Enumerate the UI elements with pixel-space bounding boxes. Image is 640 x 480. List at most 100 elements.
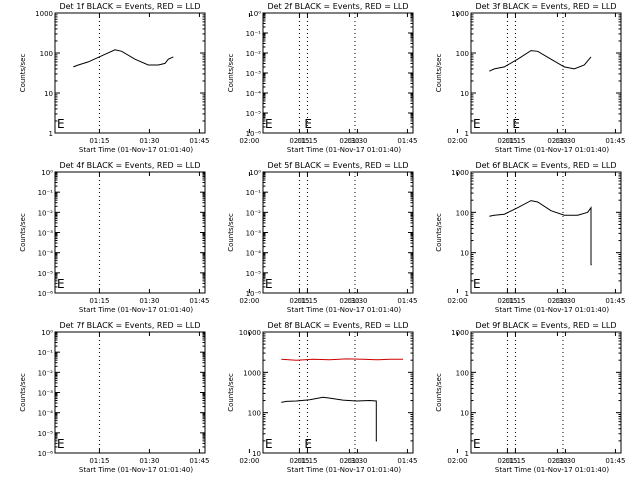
y-tick-label: 10⁻²: [246, 209, 262, 217]
plot-frame: [470, 12, 622, 134]
x-axis-label: Start Time (01-Nov-17 01:01:40): [79, 466, 193, 474]
e-marker: E: [304, 117, 312, 131]
chart-panel-6: Det 6f BLACK = Events, RED = LLD 01:15 01:…: [435, 161, 626, 314]
e-marker: E: [512, 117, 520, 131]
x-tick-label: 02:00: [447, 297, 467, 305]
y-tick-label: 1000: [35, 10, 53, 18]
y-tick-label: 10⁻⁵: [38, 270, 54, 278]
e-marker: E: [57, 117, 65, 131]
y-tick-label: 10: [460, 410, 469, 418]
x-tick-label: 02:30: [339, 457, 359, 465]
series-line-2: [281, 396, 377, 442]
chart-panel-9: Det 9f BLACK = Events, RED = LLD 01:15 01:…: [435, 321, 626, 474]
y-tick-label: 10⁻³: [38, 390, 54, 398]
x-tick-label: 02:00: [447, 137, 467, 145]
x-tick-label: 02:00: [447, 457, 467, 465]
x-tick-label: 01:15: [297, 137, 317, 145]
y-tick-label: 10⁰: [41, 329, 53, 337]
x-tick-label: 01:30: [347, 297, 367, 305]
plot-frame: [262, 331, 414, 454]
x-tick-label: 01:45: [397, 137, 417, 145]
y-axis-label: Counts/sec: [227, 213, 235, 252]
e-marker: E: [265, 117, 273, 131]
chart-title: Det 9f BLACK = Events, RED = LLD: [475, 321, 616, 330]
chart-panel-5: Det 5f BLACK = Events, RED = LLD 01:15 01:…: [227, 161, 568, 314]
plot-frame: [54, 12, 206, 134]
x-tick-label: 02:15: [289, 457, 309, 465]
x-tick-label: 01:30: [555, 457, 575, 465]
x-tick-label: 02:30: [547, 137, 567, 145]
series-line-1: [281, 358, 403, 361]
y-tick-label: 10⁻⁴: [246, 250, 262, 258]
y-tick-label: 1: [465, 290, 469, 298]
plot-frame: [262, 12, 414, 134]
e-marker: E: [265, 277, 273, 291]
x-axis-label: Start Time (01-Nov-17 01:01:40): [495, 146, 609, 154]
series-line-1: [489, 200, 592, 266]
y-tick-label: 10⁻⁴: [246, 90, 262, 98]
y-axis-label: Counts/sec: [435, 54, 443, 93]
y-tick-label: 10⁰: [249, 10, 261, 18]
chart-panel-3: Det 3f BLACK = Events, RED = LLD 01:15 01:…: [435, 2, 626, 154]
x-axis-label: Start Time (01-Nov-17 01:01:40): [79, 146, 193, 154]
plot-frame: [262, 171, 414, 294]
x-tick-label: 01:15: [505, 457, 525, 465]
x-tick-label: 01:45: [605, 137, 625, 145]
y-tick-label: 1000: [451, 169, 469, 177]
y-tick-label: 1000: [243, 369, 261, 377]
y-tick-label: 1000: [451, 329, 469, 337]
x-tick-label: 01:45: [189, 297, 209, 305]
y-axis-label: Counts/sec: [227, 373, 235, 412]
y-tick-label: 100: [456, 369, 469, 377]
chart-title: Det 4f BLACK = Events, RED = LLD: [59, 161, 200, 170]
y-tick-label: 10⁰: [41, 169, 53, 177]
chart-panel-1: Det 1f BLACK = Events, RED = LLD 01:15 01:…: [19, 2, 360, 154]
y-tick-label: 10: [252, 450, 261, 458]
x-tick-label: 01:45: [189, 137, 209, 145]
x-axis-label: Start Time (01-Nov-17 01:01:40): [287, 306, 401, 314]
x-tick-label: 02:15: [497, 457, 517, 465]
x-tick-label: 02:15: [289, 297, 309, 305]
chart-panel-2: Det 2f BLACK = Events, RED = LLD 01:15 01:…: [227, 2, 568, 154]
chart-title: Det 7f BLACK = Events, RED = LLD: [59, 321, 200, 330]
x-axis-label: Start Time (01-Nov-17 01:01:40): [495, 306, 609, 314]
y-tick-label: 10⁻²: [38, 209, 54, 217]
y-tick-label: 10⁻¹: [246, 30, 262, 38]
chart-title: Det 3f BLACK = Events, RED = LLD: [475, 2, 616, 11]
y-tick-label: 1: [49, 130, 53, 138]
y-axis-label: Counts/sec: [19, 213, 27, 252]
x-axis-label: Start Time (01-Nov-17 01:01:40): [495, 466, 609, 474]
e-marker: E: [473, 117, 481, 131]
chart-title: Det 6f BLACK = Events, RED = LLD: [475, 161, 616, 170]
x-tick-label: 01:30: [139, 137, 159, 145]
y-tick-label: 10⁻⁵: [38, 430, 54, 438]
y-tick-label: 10⁻³: [38, 230, 54, 238]
plot-frame: [470, 171, 622, 294]
y-axis-label: Counts/sec: [227, 54, 235, 93]
chart-title: Det 2f BLACK = Events, RED = LLD: [267, 2, 408, 11]
y-tick-label: 10: [460, 90, 469, 98]
y-tick-label: 10⁻⁶: [38, 450, 54, 458]
series-line-1: [489, 50, 592, 72]
x-tick-label: 02:00: [239, 457, 259, 465]
y-tick-label: 1: [465, 130, 469, 138]
y-tick-label: 10⁻²: [38, 369, 54, 377]
x-tick-label: 02:30: [339, 297, 359, 305]
y-tick-label: 10⁰: [249, 169, 261, 177]
x-tick-label: 01:30: [555, 297, 575, 305]
y-tick-label: 10⁻⁴: [38, 250, 54, 258]
y-tick-label: 10000: [239, 329, 261, 337]
y-tick-label: 10⁻⁵: [246, 110, 262, 118]
y-tick-label: 10⁻⁶: [246, 290, 262, 298]
y-tick-label: 10⁻²: [246, 50, 262, 58]
x-tick-label: 01:45: [397, 297, 417, 305]
x-tick-label: 02:15: [497, 137, 517, 145]
e-marker: E: [265, 437, 273, 451]
y-tick-label: 1: [465, 450, 469, 458]
y-tick-label: 100: [40, 50, 53, 58]
x-tick-label: 01:30: [555, 137, 575, 145]
y-axis-label: Counts/sec: [19, 373, 27, 412]
y-tick-label: 100: [248, 410, 261, 418]
x-tick-label: 01:45: [605, 297, 625, 305]
